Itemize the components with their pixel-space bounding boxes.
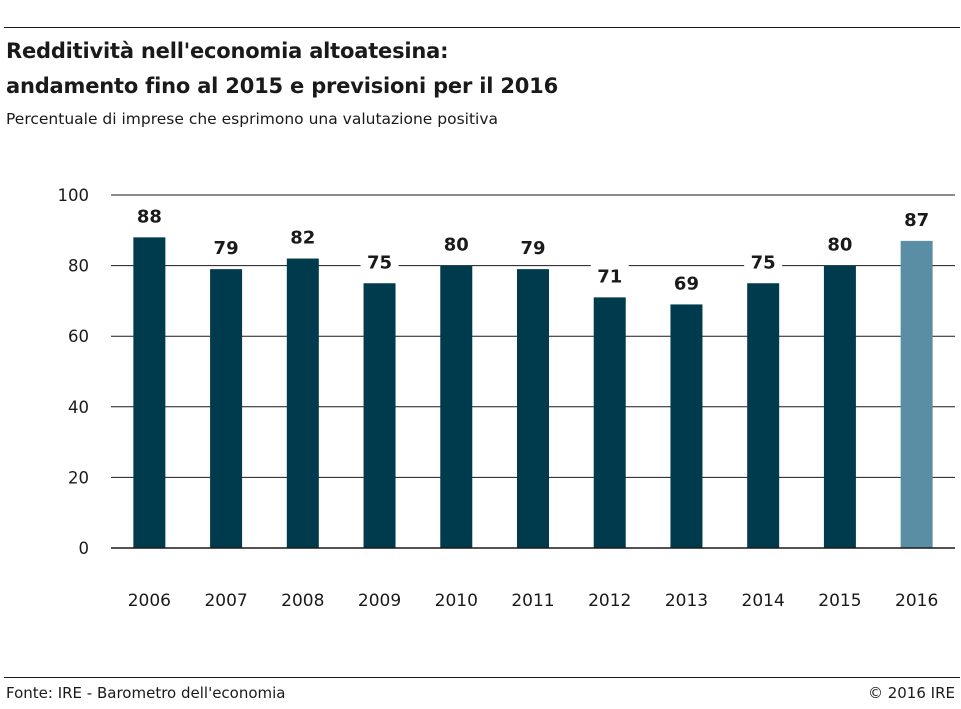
copyright-note: © 2016 IRE xyxy=(867,684,955,702)
x-tick-label: 2012 xyxy=(588,591,631,611)
bottom-rule xyxy=(4,677,960,678)
value-label-background xyxy=(820,231,859,256)
value-label-background xyxy=(744,249,783,274)
value-label: 75 xyxy=(367,252,392,273)
x-tick-label: 2014 xyxy=(742,591,785,611)
value-label-background xyxy=(514,235,552,260)
chart-title-line-2: andamento fino al 2015 e previsioni per … xyxy=(6,74,558,98)
x-tick-label: 2008 xyxy=(281,591,324,611)
bar xyxy=(747,283,780,548)
y-tick-label: 60 xyxy=(68,327,89,346)
y-tick-label: 0 xyxy=(79,539,90,558)
y-tick-label: 80 xyxy=(68,257,89,276)
bar xyxy=(823,265,856,548)
value-label: 79 xyxy=(214,238,239,259)
chart-subtitle: Percentuale di imprese che esprimono una… xyxy=(6,110,499,128)
bar-forecast xyxy=(900,240,933,548)
value-labels: 88 79 82 75 80 79 71 69 75 80 87 xyxy=(130,203,936,295)
x-tick-label: 2015 xyxy=(818,591,861,611)
value-label-background xyxy=(437,231,476,256)
x-tick-label: 2013 xyxy=(665,591,708,611)
bar xyxy=(363,283,396,548)
value-label: 82 xyxy=(290,228,315,249)
chart-title-line-1: Redditività nell'economia altoatesina: xyxy=(6,39,449,63)
y-tick-label: 40 xyxy=(68,398,89,417)
bar xyxy=(517,269,549,548)
value-label: 88 xyxy=(137,206,162,227)
x-axis-ticks: 2006 2007 2008 2009 2010 2011 2012 2013 2014 2015… xyxy=(128,591,939,611)
x-tick-label: 2006 xyxy=(128,591,171,611)
value-label: 69 xyxy=(674,273,699,294)
bar xyxy=(440,265,473,548)
x-tick-label: 2007 xyxy=(204,591,247,611)
y-tick-label: 20 xyxy=(68,468,89,487)
bar xyxy=(210,269,243,548)
value-label: 80 xyxy=(827,235,852,256)
value-label-background xyxy=(897,206,936,231)
x-tick-label: 2011 xyxy=(511,591,554,611)
bar xyxy=(286,258,319,548)
y-tick-label: 100 xyxy=(58,186,90,205)
x-tick-label: 2009 xyxy=(358,591,401,611)
value-label-background xyxy=(207,235,246,260)
bar xyxy=(133,237,166,549)
value-label: 75 xyxy=(751,252,776,273)
x-tick-label: 2010 xyxy=(435,591,478,611)
bar xyxy=(670,304,703,548)
value-label-background xyxy=(283,224,322,249)
source-note: Fonte: IRE - Barometro dell'economia xyxy=(6,684,286,702)
value-label: 79 xyxy=(520,238,545,259)
y-axis-ticks: 0 20 40 60 80 100 xyxy=(58,186,90,558)
value-label-background xyxy=(590,263,629,288)
value-label: 87 xyxy=(904,210,929,231)
value-label: 80 xyxy=(444,235,469,256)
value-label-background xyxy=(360,249,399,274)
bars xyxy=(133,237,933,549)
value-label: 71 xyxy=(597,266,622,287)
value-label-background xyxy=(667,270,706,295)
top-rule xyxy=(4,27,960,28)
bar xyxy=(593,297,626,548)
x-tick-label: 2016 xyxy=(895,591,938,611)
bar-chart: 0 20 40 60 80 100 88 79 82 75 80 79 71 69 75 80 87 2006… xyxy=(58,186,955,611)
value-label-background xyxy=(130,203,169,228)
